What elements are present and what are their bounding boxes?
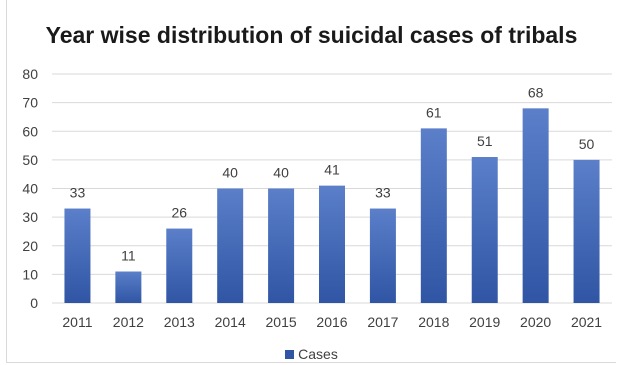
y-axis-ticks: 0 10 20 30 40 50 60 70 80 [22,66,38,311]
y-tick-label: 60 [22,123,38,139]
legend: Cases [0,346,623,362]
x-axis-ticks: 2011 2012 2013 2014 2015 2016 2017 2018 2019 2020… [62,314,602,330]
bar [115,271,142,303]
bar [420,128,447,303]
x-tick-label: 2013 [164,314,195,330]
y-tick-label: 30 [22,209,38,225]
x-tick-label: 2019 [469,314,500,330]
bar [471,157,498,303]
chart-title: Year wise distribution of suicidal cases… [45,22,578,48]
bar [573,159,600,303]
data-label: 33 [375,185,391,201]
x-tick-label: 2015 [266,314,297,330]
data-label: 33 [70,185,86,201]
bars [64,108,600,303]
bar [217,188,244,303]
x-tick-label: 2014 [215,314,246,330]
data-label: 40 [273,165,289,181]
y-tick-label: 0 [30,295,38,311]
y-tick-label: 10 [22,266,38,282]
bar [369,208,396,303]
x-tick-label: 2018 [418,314,449,330]
data-label: 68 [528,84,544,100]
legend-swatch [285,350,295,359]
bar [268,188,295,303]
data-label: 40 [222,165,238,181]
y-tick-label: 70 [22,95,38,111]
bar [64,208,91,303]
x-tick-label: 2020 [520,314,551,330]
y-tick-label: 40 [22,181,38,197]
bar [166,228,193,303]
y-tick-label: 20 [22,238,38,254]
data-label: 11 [121,248,136,264]
x-tick-label: 2021 [571,314,602,330]
bar [522,108,549,303]
chart-frame [6,0,616,363]
data-label: 41 [324,162,340,178]
data-label: 26 [171,205,187,221]
y-tick-label: 50 [22,152,38,168]
bar [319,185,345,303]
x-tick-label: 2012 [113,314,144,330]
legend-label: Cases [298,346,338,362]
x-tick-label: 2011 [62,314,92,330]
data-labels: 33 11 26 40 40 41 33 61 51 68 50 [70,84,595,263]
data-label: 51 [477,133,493,149]
x-tick-label: 2017 [367,314,398,330]
y-tick-label: 80 [22,66,38,82]
data-label: 50 [579,136,595,152]
x-tick-label: 2016 [316,314,347,330]
data-label: 61 [426,104,442,120]
